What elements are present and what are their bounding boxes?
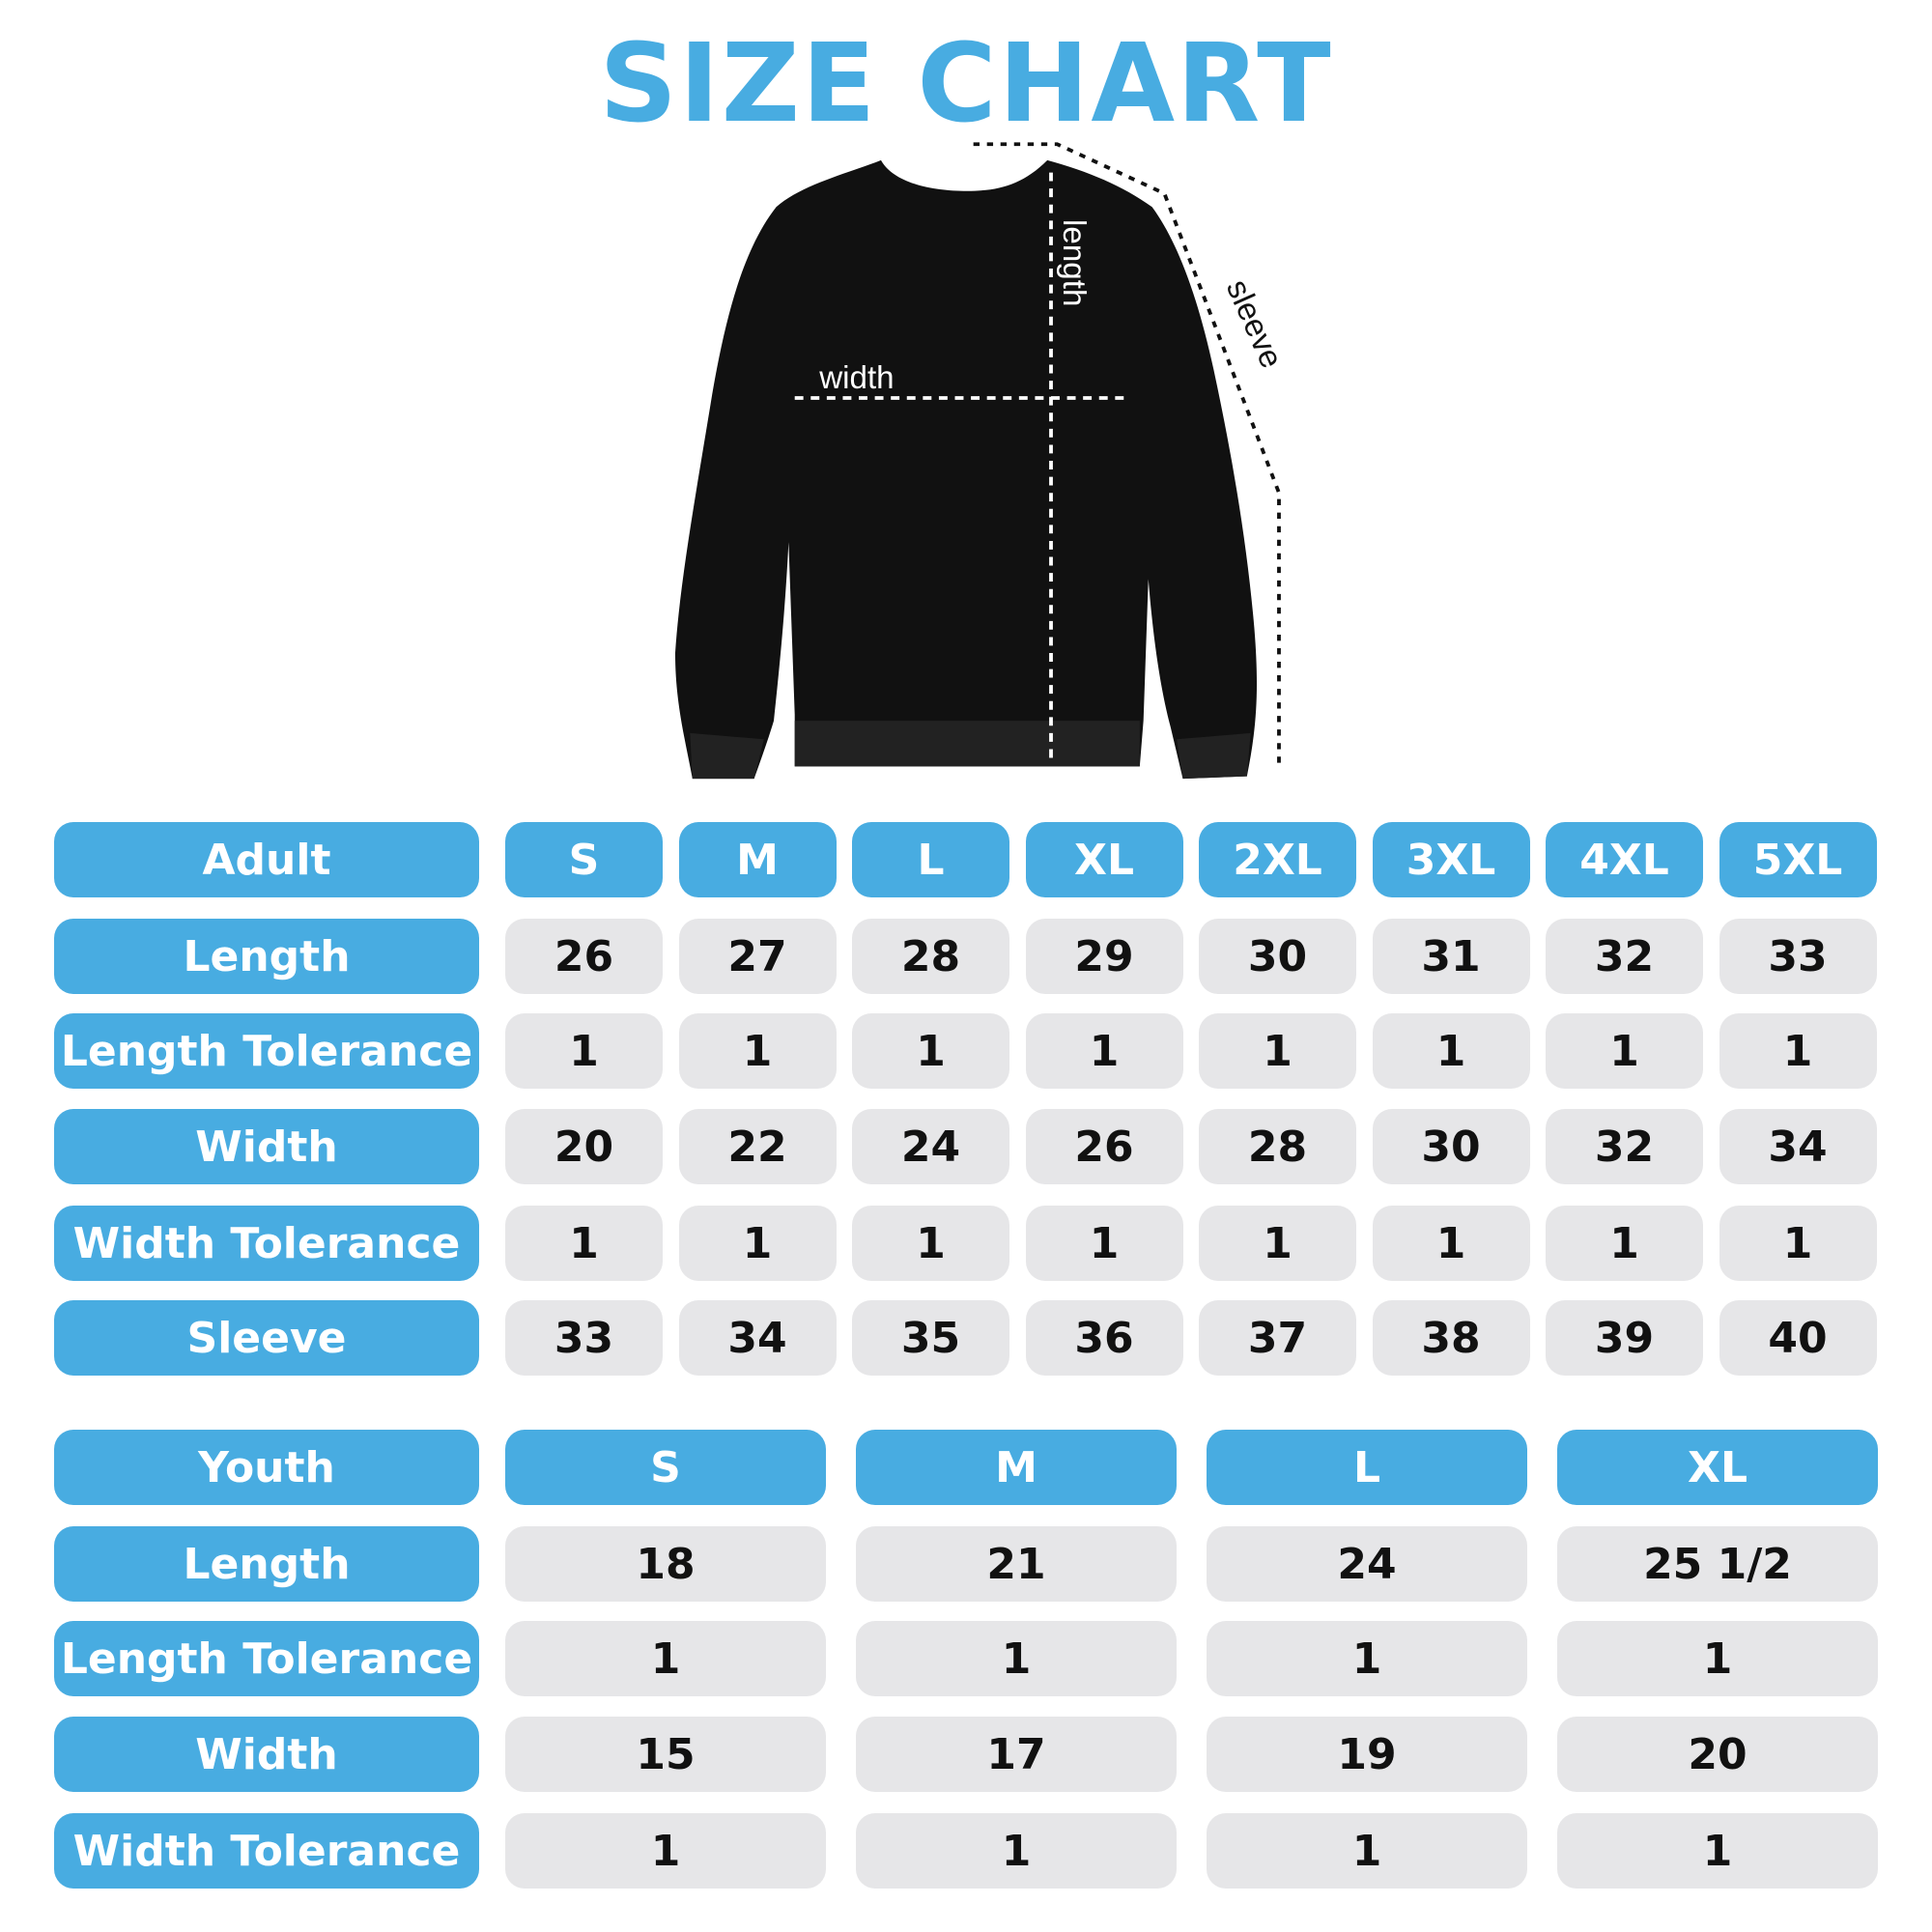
adult-value-cell: 34	[678, 1300, 837, 1376]
adult-value-cell: 35	[852, 1300, 1009, 1376]
adult-value-cell: 31	[1372, 919, 1530, 994]
youth-value-cell: 1	[1207, 1621, 1527, 1696]
adult-size-header: XL	[1025, 822, 1183, 897]
youth-value-cell: 1	[856, 1813, 1177, 1889]
adult-value-cell: 1	[1199, 1206, 1356, 1281]
adult-value-cell: 1	[505, 1206, 663, 1281]
youth-value-cell: 24	[1207, 1526, 1527, 1602]
youth-value-cell: 21	[856, 1526, 1177, 1602]
adult-value-cell: 30	[1199, 919, 1356, 994]
adult-value-cell: 26	[1025, 1109, 1183, 1184]
adult-size-header: L	[852, 822, 1009, 897]
youth-value-cell: 1	[1207, 1813, 1527, 1889]
youth-size-header: XL	[1557, 1430, 1878, 1505]
adult-size-header: M	[678, 822, 837, 897]
youth-value-cell: 1	[505, 1813, 826, 1889]
adult-value-cell: 1	[1025, 1013, 1183, 1089]
youth-size-header: M	[856, 1430, 1177, 1505]
adult-value-cell: 1	[1199, 1013, 1356, 1089]
youth-value-cell: 1	[856, 1621, 1177, 1696]
width-label: width	[818, 360, 894, 396]
youth-value-cell: 1	[505, 1621, 826, 1696]
youth-value-cell: 20	[1557, 1717, 1878, 1792]
adult-value-cell: 32	[1546, 1109, 1703, 1184]
youth-value-cell: 1	[1557, 1621, 1878, 1696]
adult-value-cell: 20	[505, 1109, 663, 1184]
adult-value-cell: 32	[1546, 919, 1703, 994]
youth-size-header: L	[1207, 1430, 1527, 1505]
adult-value-cell: 33	[505, 1300, 663, 1376]
adult-size-header: 2XL	[1199, 822, 1356, 897]
adult-header-label: Adult	[54, 822, 479, 897]
youth-header-label: Youth	[54, 1430, 479, 1505]
adult-value-cell: 40	[1719, 1300, 1877, 1376]
adult-row-label: Length Tolerance	[54, 1013, 479, 1089]
adult-value-cell: 22	[678, 1109, 837, 1184]
youth-size-header: S	[505, 1430, 826, 1505]
length-label: length	[1056, 219, 1092, 306]
adult-value-cell: 27	[678, 919, 837, 994]
adult-row-label: Sleeve	[54, 1300, 479, 1376]
adult-size-header: S	[505, 822, 663, 897]
adult-row-label: Width	[54, 1109, 479, 1184]
adult-value-cell: 1	[1719, 1206, 1877, 1281]
adult-value-cell: 24	[852, 1109, 1009, 1184]
adult-value-cell: 29	[1025, 919, 1183, 994]
sweatshirt-image	[674, 159, 1258, 780]
sleeve-guide	[973, 142, 1281, 771]
adult-size-header: 3XL	[1372, 822, 1530, 897]
page-title: SIZE CHART	[599, 21, 1333, 147]
adult-value-cell: 1	[852, 1206, 1009, 1281]
youth-row-label: Width Tolerance	[54, 1813, 479, 1889]
adult-size-header: 4XL	[1546, 822, 1703, 897]
youth-value-cell: 19	[1207, 1717, 1527, 1792]
adult-value-cell: 30	[1372, 1109, 1530, 1184]
adult-value-cell: 1	[1546, 1013, 1703, 1089]
youth-value-cell: 1	[1557, 1813, 1878, 1889]
adult-value-cell: 1	[678, 1206, 837, 1281]
youth-value-cell: 25 1/2	[1557, 1526, 1878, 1602]
adult-value-cell: 37	[1199, 1300, 1356, 1376]
adult-row-label: Width Tolerance	[54, 1206, 479, 1281]
youth-value-cell: 15	[505, 1717, 826, 1792]
adult-value-cell: 39	[1546, 1300, 1703, 1376]
adult-size-header: 5XL	[1719, 822, 1877, 897]
adult-value-cell: 1	[678, 1013, 837, 1089]
adult-row-label: Length	[54, 919, 479, 994]
youth-value-cell: 18	[505, 1526, 826, 1602]
adult-value-cell: 1	[1025, 1206, 1183, 1281]
adult-value-cell: 1	[1719, 1013, 1877, 1089]
adult-value-cell: 26	[505, 919, 663, 994]
youth-row-label: Length	[54, 1526, 479, 1602]
adult-value-cell: 1	[852, 1013, 1009, 1089]
adult-value-cell: 38	[1372, 1300, 1530, 1376]
adult-value-cell: 1	[1546, 1206, 1703, 1281]
adult-value-cell: 28	[1199, 1109, 1356, 1184]
youth-row-label: Length Tolerance	[54, 1621, 479, 1696]
adult-value-cell: 1	[1372, 1206, 1530, 1281]
adult-value-cell: 28	[852, 919, 1009, 994]
adult-value-cell: 1	[505, 1013, 663, 1089]
adult-value-cell: 1	[1372, 1013, 1530, 1089]
adult-value-cell: 36	[1025, 1300, 1183, 1376]
adult-value-cell: 34	[1719, 1109, 1877, 1184]
sleeve-label: sleeve	[1219, 274, 1290, 374]
adult-value-cell: 33	[1719, 919, 1877, 994]
youth-row-label: Width	[54, 1717, 479, 1792]
youth-value-cell: 17	[856, 1717, 1177, 1792]
sweatshirt-ribbing	[690, 721, 1251, 780]
